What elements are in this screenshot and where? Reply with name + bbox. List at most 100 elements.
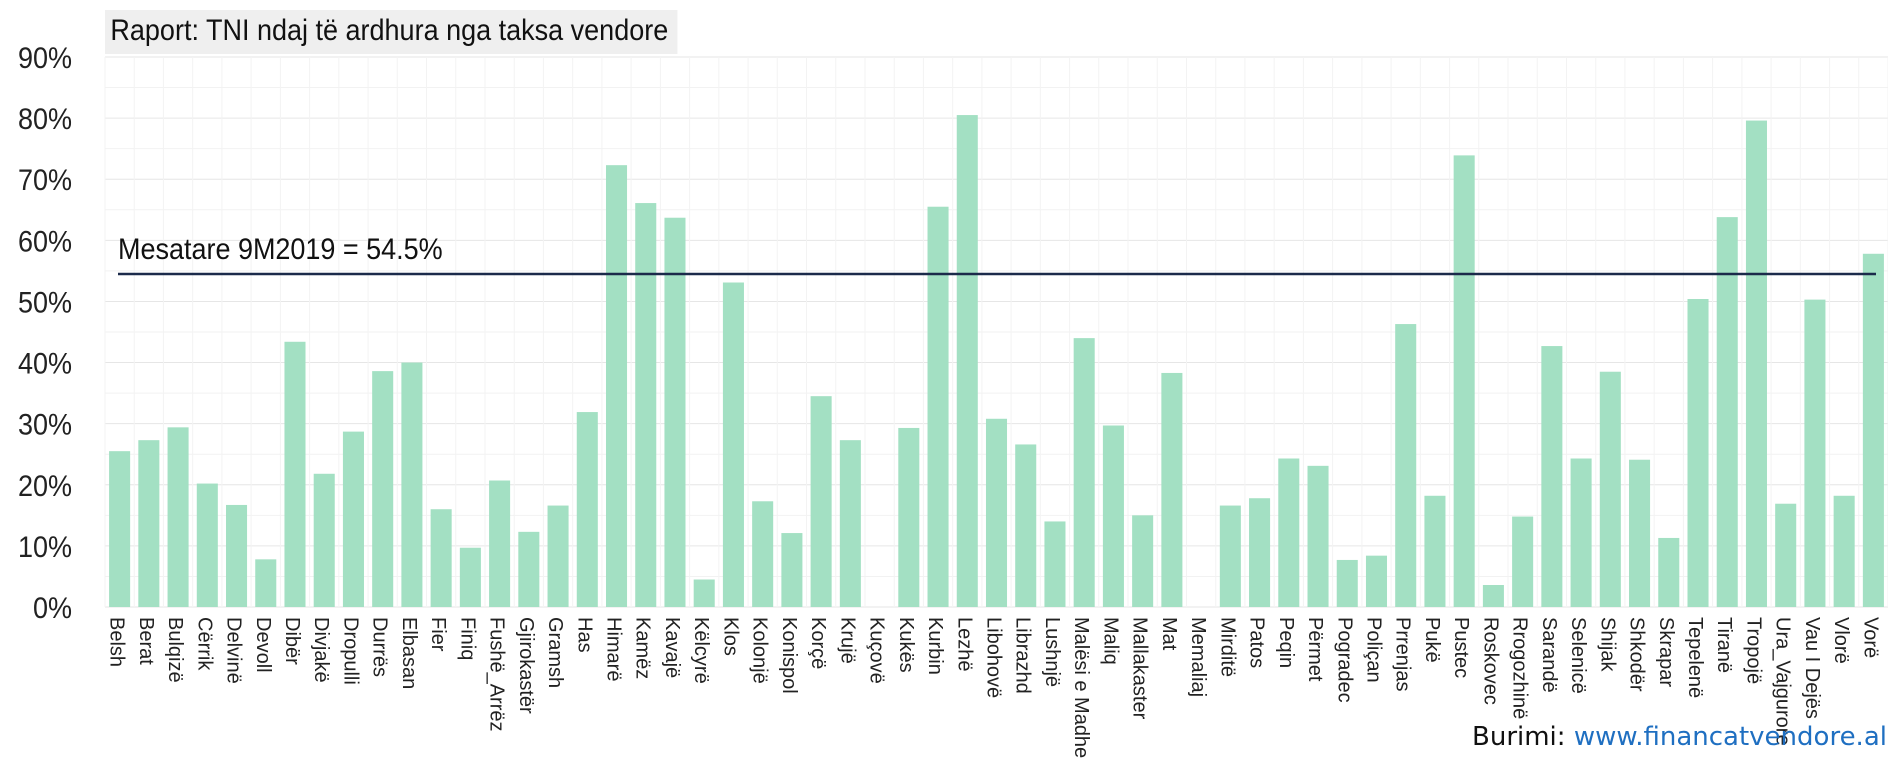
x-tick-label: Tepelenë [1684,617,1706,698]
x-tick-label: Peqin [1275,617,1297,668]
y-tick-label: 80% [18,103,72,137]
y-tick-label: 0% [33,592,72,626]
bar [459,547,481,607]
x-tick-label: Mallakaster [1129,617,1151,720]
x-tick-label: Libohovë [983,617,1005,698]
bar [372,371,394,607]
bars [109,115,1884,608]
x-tick-label: Delvinë [223,617,245,684]
bar [1833,495,1855,607]
x-tick-label: Konispol [778,617,800,694]
x-tick-label: Roskovec [1479,617,1501,705]
x-tick-label: Krujë [836,617,858,664]
source-link[interactable]: www.financatvendore.al [1573,722,1887,752]
bar [1336,559,1358,607]
bar [752,501,774,607]
bar [635,203,657,608]
x-tick-label: Belsh [106,617,128,667]
x-tick-label: Mat [1158,617,1180,651]
bar [138,440,160,607]
bar [1307,465,1329,607]
bar [313,473,335,607]
x-tick-label: Kolonjë [749,617,771,684]
x-tick-label: Gramsh [544,617,566,688]
x-tick-label: Malësi e Madhe [1070,617,1092,758]
y-tick-label: 90% [18,42,72,76]
x-tick-label: Fushë_Arrëz [486,617,508,732]
x-tick-label: Vau I Dejës [1801,617,1823,719]
bar [1862,253,1884,607]
x-tick-label: Përmet [1304,617,1326,682]
x-tick-label: Pukë [1421,617,1443,663]
x-tick-label: Mirditë [1216,617,1238,677]
x-tick-label: Këlcyrë [690,617,712,684]
bar [1570,458,1592,607]
x-tick-label: Rrogozhinë [1509,617,1531,719]
x-tick-label: Ura_Vajgurore [1772,617,1794,746]
x-tick-label: Shkodër [1626,617,1648,692]
bar [722,282,744,607]
bar [1745,120,1767,608]
bar [167,427,189,607]
bar [518,531,540,607]
bar [1629,459,1651,607]
bar [1804,299,1826,607]
x-tick-label: Memaliaj [1187,617,1209,697]
x-tick-label: Devoll [252,617,274,673]
x-tick-label: Kurbin [924,617,946,675]
bar [1015,444,1037,607]
bar [1541,346,1563,607]
bar [342,431,364,607]
x-tick-label: Has [573,617,595,653]
x-tick-label: Lezhë [953,617,975,672]
x-tick-label: Librazhd [1012,617,1034,694]
bar [1395,324,1417,607]
x-tick-label: Cërrik [193,617,215,671]
x-tick-label: Vorë [1859,617,1881,658]
x-tick-label: Kukës [895,617,917,673]
x-tick-label: Poliçan [1362,617,1384,683]
x-tick-label: Bulqizë [164,617,186,683]
bar [1658,537,1680,607]
x-tick-label: Dropulli [339,617,361,685]
bar [898,427,920,607]
x-tick-label: Vlorë [1830,617,1852,664]
bar [1219,505,1241,607]
x-tick-label: Dibër [281,617,303,665]
x-tick-label: Kamëz [632,617,654,679]
x-tick-label: Berat [135,617,157,665]
bar [693,579,715,607]
x-tick-label: Himarë [603,617,625,681]
bar [810,396,832,607]
bar [985,418,1008,607]
bar [401,362,423,607]
bar [664,217,686,607]
bar [839,440,861,607]
bar [1161,372,1183,607]
x-tick-label: Korçë [807,617,829,669]
bar [1716,217,1738,607]
bar [1453,155,1475,607]
x-tick-label: Pogradec [1333,617,1355,703]
x-tick-label: Durrës [369,617,391,677]
bar [1102,425,1124,607]
x-tick-label: Fier [427,617,449,652]
source-label: Burimi: [1472,722,1566,752]
x-tick-label: Divjakë [310,617,332,683]
x-tick-label: Skrapar [1655,617,1677,687]
bar [1775,503,1797,607]
x-tick-label: Maliq [1099,617,1121,665]
x-tick-label: Patos [1246,617,1268,668]
x-tick-label: Tiranë [1713,617,1735,673]
bar [284,341,306,607]
x-tick-label: Pustec [1450,617,1472,678]
bar [196,483,218,607]
x-tick-label: Finiq [456,617,478,660]
source-credit: Burimi: www.financatvendore.al [1472,722,1887,752]
bar [489,480,511,607]
x-tick-label: Selenicë [1567,617,1589,694]
y-axis-ticks: 0% 10% 20% 30% 40% 50% 60% 70% 80% 90% [18,42,72,626]
chart-title: Raport: TNI ndaj të ardhura nga taksa ve… [105,10,678,54]
bar [547,505,569,607]
